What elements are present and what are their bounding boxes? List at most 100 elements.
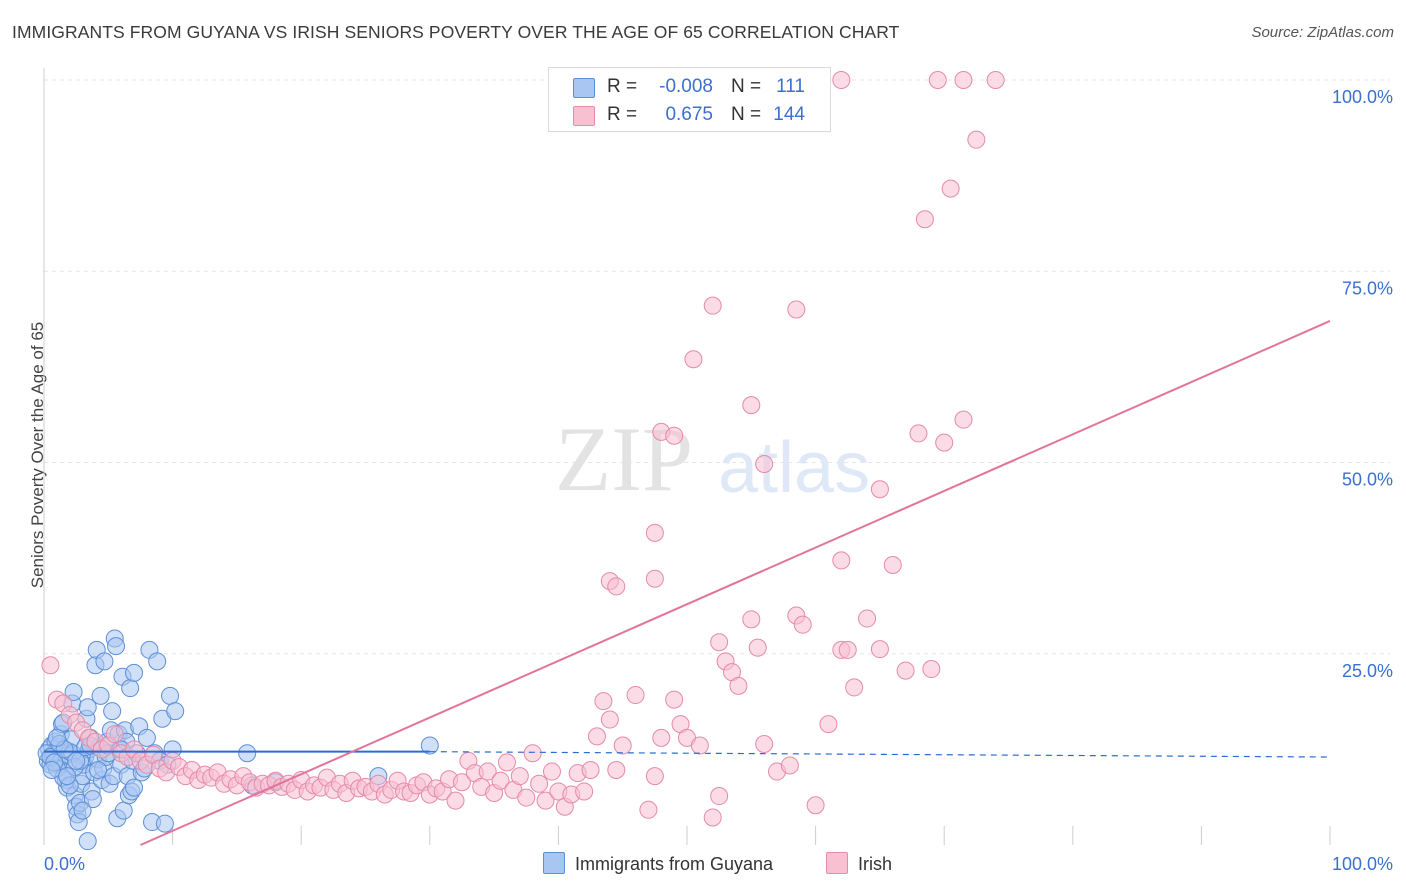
point-guyana [91, 686, 110, 705]
point-irish [594, 692, 613, 711]
x-tick-label: 0.0% [44, 854, 85, 874]
point-guyana [161, 686, 180, 705]
legend-label-irish: Irish [858, 854, 893, 874]
point-irish [497, 753, 516, 772]
point-guyana [42, 761, 61, 780]
point-irish [600, 710, 619, 729]
trend-lines [44, 320, 1331, 846]
point-guyana [125, 663, 144, 682]
legend-n-value: 111 [776, 76, 805, 97]
y-tick-label: 50.0% [1342, 470, 1393, 490]
legend-row-irish: R = 0.675 N = 144 [549, 100, 830, 130]
point-irish [478, 762, 497, 781]
point-irish [793, 615, 812, 634]
point-irish [742, 396, 761, 415]
point-irish [710, 787, 729, 806]
legend-n-value: 144 [773, 104, 805, 125]
point-irish [832, 551, 851, 570]
point-irish [986, 71, 1005, 89]
axes [43, 68, 1331, 845]
point-irish [517, 788, 536, 807]
point-irish [710, 633, 729, 652]
legend-n-label: N = [731, 76, 762, 97]
point-guyana [47, 728, 66, 747]
point-guyana [420, 736, 439, 755]
tick-labels: 25.0% 50.0% 75.0% 100.0% 0.0% 100.0% [44, 87, 1393, 874]
point-irish [729, 676, 748, 695]
point-irish [652, 728, 671, 747]
point-irish [858, 609, 877, 628]
point-irish [446, 791, 465, 810]
point-irish [41, 656, 60, 675]
point-irish [587, 727, 606, 746]
point-guyana [121, 679, 140, 698]
point-guyana [73, 801, 92, 820]
point-irish [613, 736, 632, 755]
point-irish [845, 678, 864, 697]
point-irish [909, 424, 928, 443]
point-guyana [137, 728, 156, 747]
watermark-zip: ZIP [555, 408, 693, 510]
point-irish [536, 791, 555, 810]
chart-title: IMMIGRANTS FROM GUYANA VS IRISH SENIORS … [12, 22, 900, 42]
point-guyana [166, 702, 185, 721]
point-irish [703, 808, 722, 827]
point-irish [748, 638, 767, 657]
watermark: ZIP atlas [555, 408, 870, 510]
legend-r-value: 0.675 [665, 104, 713, 125]
point-irish [645, 569, 664, 588]
trend-line-guyana-extension [429, 751, 1331, 758]
point-irish [896, 661, 915, 680]
legend-item-irish[interactable]: Irish [826, 852, 892, 875]
legend-item-guyana[interactable]: Immigrants from Guyana [543, 852, 773, 875]
point-irish [684, 350, 703, 369]
point-guyana [148, 652, 167, 671]
legend-swatch-irish [573, 106, 595, 126]
point-irish [935, 433, 954, 452]
legend-label-guyana: Immigrants from Guyana [575, 854, 774, 874]
watermark-atlas: atlas [718, 428, 870, 508]
point-guyana [125, 778, 144, 797]
point-irish [626, 686, 645, 705]
point-irish [581, 761, 600, 780]
legend-swatch-irish [826, 852, 848, 874]
point-irish [832, 71, 851, 89]
point-irish [452, 773, 471, 792]
y-tick-label: 100.0% [1332, 87, 1393, 107]
point-guyana [107, 637, 126, 656]
point-irish [542, 762, 561, 781]
point-irish [928, 71, 947, 89]
trend-line-irish [140, 320, 1331, 846]
point-irish [941, 179, 960, 198]
point-irish [607, 761, 626, 780]
legend-n-label: N = [731, 104, 762, 125]
point-irish [954, 410, 973, 429]
point-irish [870, 640, 889, 659]
point-guyana [89, 761, 108, 780]
point-irish [491, 771, 510, 790]
point-guyana [78, 698, 97, 717]
y-tick-label: 25.0% [1342, 661, 1393, 681]
point-irish [806, 796, 825, 815]
point-irish [787, 300, 806, 319]
point-guyana [103, 702, 122, 721]
point-irish [105, 725, 124, 744]
point-irish [742, 610, 761, 629]
legend-swatch-guyana [573, 78, 595, 98]
point-irish [575, 782, 594, 801]
point-guyana [78, 832, 97, 851]
point-irish [838, 640, 857, 659]
point-irish [755, 455, 774, 474]
point-irish [510, 767, 529, 786]
point-irish [883, 556, 902, 575]
point-irish [780, 756, 799, 775]
point-irish [755, 735, 774, 754]
legend-r-label: R = [607, 104, 638, 125]
point-irish [523, 744, 542, 763]
y-tick-label: 75.0% [1342, 278, 1393, 298]
point-guyana [83, 790, 102, 809]
point-irish [967, 130, 986, 149]
legend-row-guyana: R = -0.008 N = 111 [549, 72, 830, 102]
point-guyana [238, 744, 257, 763]
